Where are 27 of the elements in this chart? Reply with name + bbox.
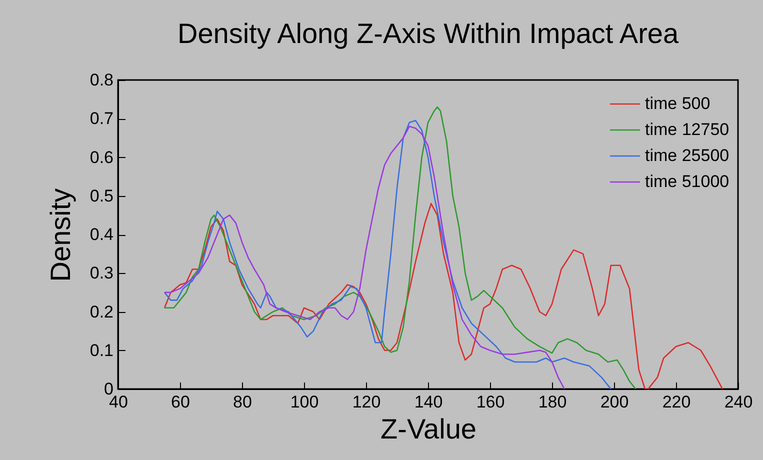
legend-label: time 500 [645,94,710,113]
y-tick-label: 0.3 [90,264,114,283]
x-axis-title: Z-Value [380,414,476,444]
y-tick-label: 0.1 [90,340,114,360]
y-tick-label: 0.8 [90,70,114,90]
legend-label: time 25500 [645,146,730,165]
x-tick-label: 60 [171,392,190,412]
y-axis-title: Density [44,188,76,282]
x-tick-label: 240 [724,392,753,412]
y-tick-label: 0.4 [90,225,114,244]
legend-label: time 12750 [645,120,730,139]
x-tick-label: 120 [352,392,381,412]
x-tick-label: 200 [600,392,629,412]
y-tick-label: 0 [104,380,114,398]
y-tick-label: 0.5 [90,186,114,206]
x-tick-label: 100 [290,392,319,412]
x-tick-label: 140 [414,392,443,412]
chart-title: Density Along Z-Axis Within Impact Area [177,18,679,49]
x-tick-label: 220 [662,392,691,412]
y-tick-label: 0.7 [90,109,114,128]
x-tick-label: 160 [476,392,505,412]
legend-label: time 51000 [645,172,730,191]
y-tick-label: 0.2 [90,302,114,322]
y-tick-label: 0.6 [90,148,114,167]
x-tick-label: 80 [233,392,252,412]
x-tick-label: 180 [538,392,567,412]
line-series [164,202,724,389]
